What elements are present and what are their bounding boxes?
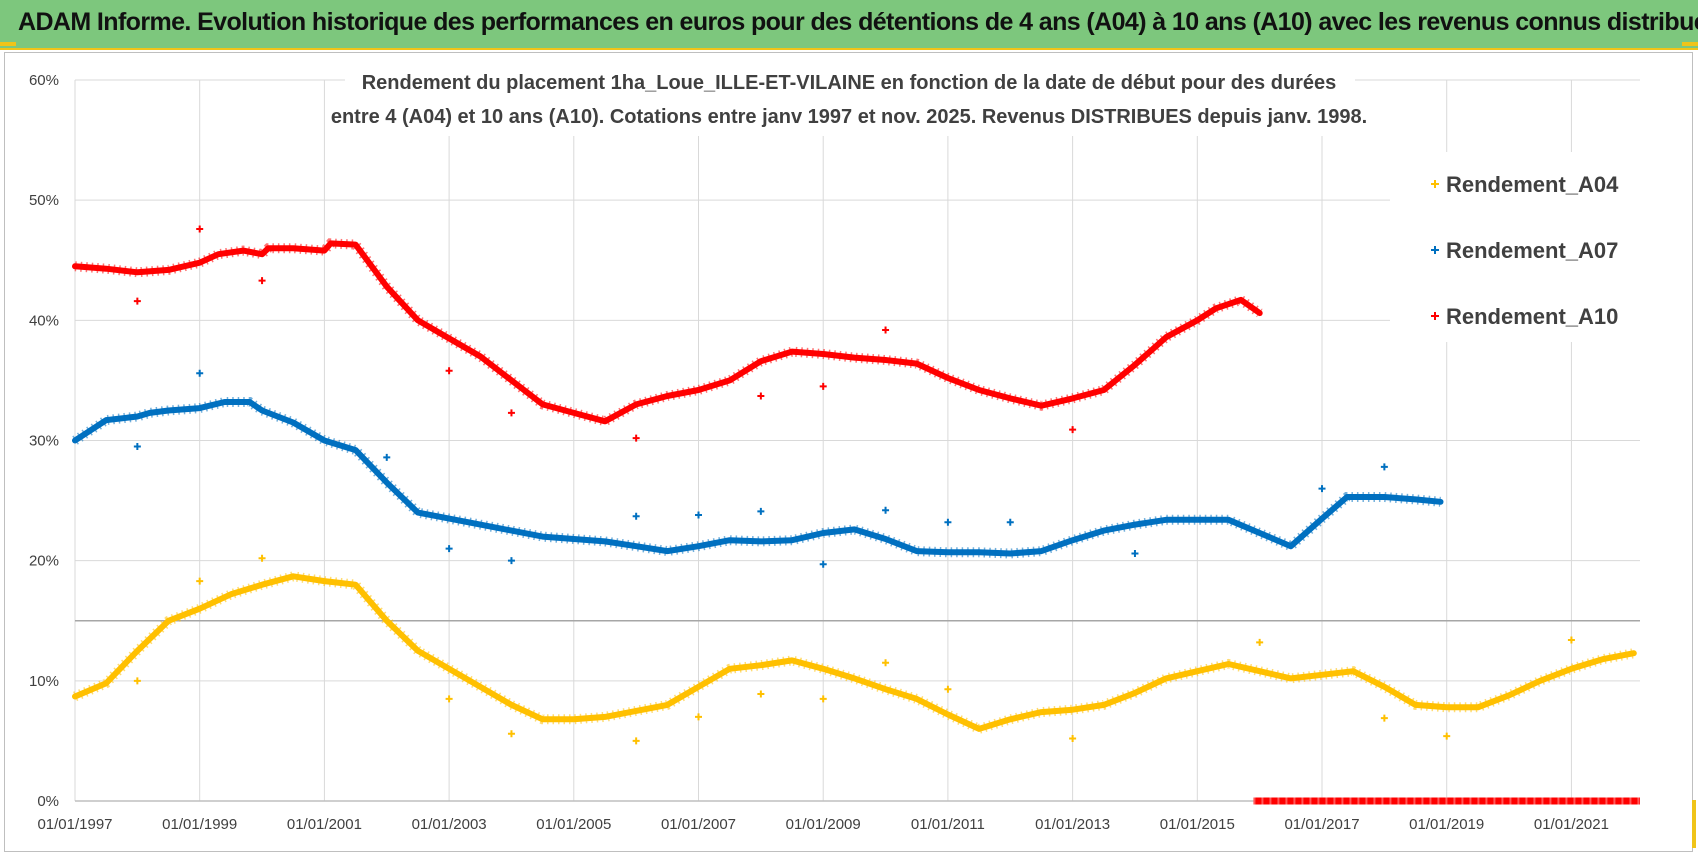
legend-label-A04: Rendement_A04 [1446, 172, 1619, 197]
outlier-point-A04 [258, 554, 266, 562]
series-texture-A04 [73, 571, 1635, 735]
x-tick-label: 01/01/2003 [412, 816, 487, 833]
y-tick-label: 40% [29, 312, 59, 329]
outlier-point-A07 [882, 506, 890, 514]
x-tick-label: 01/01/2013 [1035, 816, 1110, 833]
outlier-point-A07 [1380, 463, 1388, 471]
outlier-point-A04 [1380, 714, 1388, 722]
chart-frame [4, 52, 1693, 852]
outlier-point-A04 [1069, 735, 1077, 743]
outlier-point-A04 [1567, 636, 1575, 644]
outlier-point-A10 [507, 409, 515, 417]
x-tick-label: 01/01/1999 [162, 816, 237, 833]
outlier-point-A04 [133, 677, 141, 685]
outlier-point-A07 [383, 453, 391, 461]
outlier-point-A07 [819, 560, 827, 568]
corner-mark-bottom-right [1692, 800, 1696, 848]
y-tick-label: 0% [37, 793, 59, 810]
chart-title-line: entre 4 (A04) et 10 ans (A10). Cotations… [331, 106, 1367, 128]
outlier-point-A07 [757, 507, 765, 515]
outlier-point-A04 [1443, 732, 1451, 740]
legend-label-A10: Rendement_A10 [1446, 304, 1618, 329]
x-tick-label: 01/01/2005 [536, 816, 611, 833]
title-background [345, 64, 1355, 136]
x-tick-label: 01/01/2009 [786, 816, 861, 833]
legend-marker-A04 [1431, 180, 1439, 188]
outlier-point-A07 [944, 518, 952, 526]
outlier-point-A04 [445, 695, 453, 703]
outlier-point-A10 [133, 297, 141, 305]
outlier-point-A10 [258, 277, 266, 285]
y-tick-label: 50% [29, 192, 59, 209]
legend-marker-A10 [1431, 312, 1439, 320]
outlier-point-A10 [819, 382, 827, 390]
y-tick-label: 20% [29, 553, 59, 570]
page-title: ADAM Informe. Evolution historique des p… [18, 8, 1698, 36]
legend-marker-A07 [1431, 246, 1439, 254]
x-tick-label: 01/01/2019 [1409, 816, 1484, 833]
x-tick-label: 01/01/2001 [287, 816, 362, 833]
outlier-point-A07 [196, 369, 204, 377]
x-tick-label: 01/01/2011 [911, 816, 985, 833]
outlier-point-A10 [632, 434, 640, 442]
x-tick-label: 01/01/2015 [1160, 816, 1235, 833]
y-tick-label: 60% [29, 72, 59, 89]
x-tick-label: 01/01/2017 [1284, 816, 1359, 833]
series-texture-A07 [72, 397, 1441, 559]
outlier-point-A10 [196, 225, 204, 233]
corner-mark-right [1682, 42, 1698, 46]
series-texture-A10 [74, 238, 1263, 427]
series-line-A07 [72, 399, 1444, 557]
outlier-point-A07 [1318, 485, 1326, 493]
outlier-point-A07 [507, 557, 515, 565]
y-tick-label: 30% [29, 433, 59, 450]
header-banner: ADAM Informe. Evolution historique des p… [0, 0, 1698, 50]
outlier-point-A04 [1256, 638, 1264, 646]
series-line-A04 [72, 573, 1637, 732]
outlier-point-A10 [445, 367, 453, 375]
x-tick-label: 01/01/2007 [661, 816, 736, 833]
outlier-point-A04 [757, 690, 765, 698]
outlier-point-A07 [133, 443, 141, 451]
outlier-point-A04 [882, 659, 890, 667]
outlier-point-A07 [632, 512, 640, 520]
outlier-point-A04 [196, 577, 204, 585]
outlier-point-A07 [1006, 518, 1014, 526]
outlier-point-A10 [1069, 426, 1077, 434]
outlier-point-A07 [695, 511, 703, 519]
outlier-point-A10 [882, 326, 890, 334]
x-tick-label: 01/01/1997 [37, 816, 112, 833]
outlier-point-A07 [1131, 549, 1139, 557]
outlier-point-A04 [695, 713, 703, 721]
chart-title-line: Rendement du placement 1ha_Loue_ILLE-ET-… [362, 72, 1337, 94]
x-tick-label: 01/01/2021 [1534, 816, 1609, 833]
legend-label-A07: Rendement_A07 [1446, 238, 1618, 263]
outlier-point-A04 [507, 730, 515, 738]
outlier-point-A04 [632, 737, 640, 745]
outlier-point-A10 [757, 392, 765, 400]
corner-mark-left [0, 42, 16, 46]
outlier-point-A07 [445, 545, 453, 553]
y-tick-label: 10% [29, 673, 59, 690]
outlier-point-A04 [944, 685, 952, 693]
outlier-point-A04 [819, 695, 827, 703]
